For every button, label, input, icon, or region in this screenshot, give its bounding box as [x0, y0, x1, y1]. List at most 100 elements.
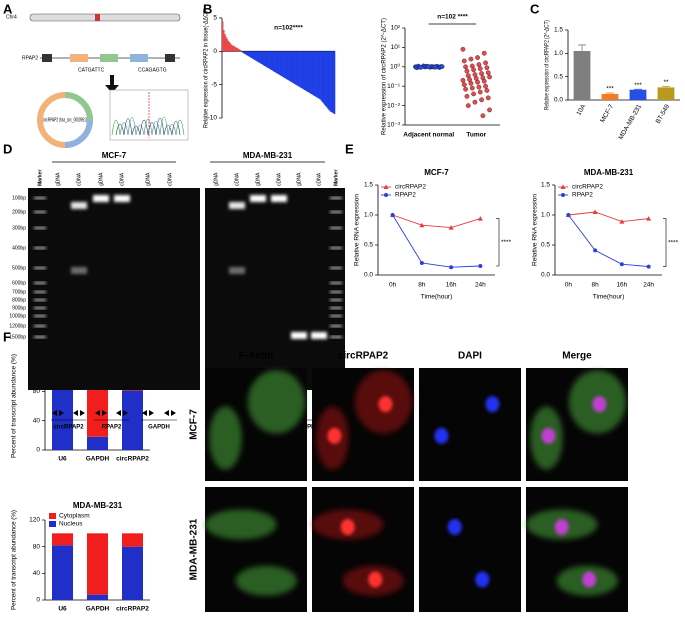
error-bar: [662, 86, 670, 88]
primer-arrow: [142, 410, 147, 416]
bar: [311, 51, 314, 95]
marker: [383, 184, 389, 189]
bar: [281, 51, 284, 77]
bracket: [496, 218, 500, 267]
y-tick-label: 10²: [391, 25, 401, 32]
bar: [288, 51, 290, 81]
primer-arrow: [149, 410, 154, 416]
bar-segment: [87, 533, 108, 595]
y-tick-label: 1.5: [364, 182, 373, 189]
legend-label: Nucleus: [59, 521, 83, 528]
bar: [316, 51, 318, 98]
bar: [321, 51, 324, 102]
ladder-band: [34, 315, 46, 317]
bar: [248, 51, 250, 57]
bar-segment: [122, 390, 143, 450]
y-tick-label: 80: [33, 543, 41, 550]
ladder-band: [34, 267, 46, 269]
data-point: [464, 68, 470, 74]
bar: [330, 51, 332, 112]
bar-segment: [122, 546, 143, 600]
bar: [229, 43, 232, 52]
data-point: [469, 85, 475, 91]
marker: [592, 209, 598, 214]
data-point: [487, 74, 492, 80]
marker: [419, 222, 425, 228]
data-point: [479, 71, 484, 76]
y-tick-label: 0.5: [364, 242, 373, 249]
ladder-label: 500bp: [12, 265, 26, 271]
bar: [317, 51, 319, 98]
error-bar: [578, 44, 586, 51]
data-point: [433, 64, 438, 70]
bar: [230, 44, 233, 52]
nucleus: [592, 396, 607, 413]
x-tick-label: circRPAP2: [116, 606, 149, 613]
marker: [478, 264, 483, 268]
panel-label: C: [530, 1, 540, 16]
primer-arrow: [52, 410, 57, 416]
data-point: [485, 70, 491, 75]
arrow: [105, 75, 119, 93]
column-header: F-Actin: [239, 351, 273, 362]
bar: [307, 51, 309, 92]
bar: [226, 38, 228, 52]
marker: [419, 261, 424, 265]
y-tick-label: 10⁻²: [387, 102, 401, 109]
y-tick-label: 1.0: [541, 212, 550, 219]
legend-swatch: [49, 513, 56, 519]
data-point: [461, 82, 467, 88]
bar: [279, 51, 282, 76]
nucleus: [447, 519, 462, 535]
bar: [222, 21, 224, 52]
data-point: [472, 99, 478, 105]
bar-segment: [87, 376, 108, 437]
primer-arrow: [73, 410, 78, 416]
bar: [297, 51, 299, 86]
bar: [260, 51, 263, 64]
data-point: [472, 72, 478, 77]
bar: [292, 51, 295, 84]
bar: [320, 51, 323, 101]
y-tick-label: 1.5: [554, 27, 563, 34]
nucleus: [475, 571, 490, 588]
y-tick-label: 0.0: [364, 272, 373, 279]
data-point: [418, 64, 424, 70]
data-point: [476, 62, 482, 67]
panel-label: E: [345, 141, 354, 156]
legend-label: circRPAP2: [572, 184, 603, 191]
bar: [247, 51, 249, 56]
primer-arrow: [80, 410, 85, 416]
bar: [328, 51, 330, 110]
ladder-band: [330, 282, 342, 284]
bar: [272, 51, 275, 72]
bar: [300, 51, 303, 88]
bar: [306, 51, 308, 92]
primer-arrow: [102, 410, 107, 416]
bar: [332, 51, 335, 114]
primer-arrow: [95, 410, 100, 416]
x-tick-label: BT-549: [655, 103, 672, 125]
ladder-band: [330, 291, 342, 293]
annotation: ****: [668, 239, 679, 246]
data-point: [461, 58, 467, 64]
ladder-band: [330, 336, 342, 338]
chromosome: [29, 13, 181, 22]
error-bar: [606, 92, 614, 94]
ladder-band: [34, 197, 46, 199]
x-tick-label: 8h: [418, 282, 426, 289]
y-axis-label: Relative expression of circRPAP2 in tiss…: [203, 8, 210, 128]
data-point: [476, 84, 482, 90]
bar: [228, 42, 231, 52]
bar: [289, 51, 291, 82]
column-header: DAPI: [458, 351, 482, 362]
bar: [239, 50, 242, 52]
bar: [312, 51, 315, 96]
chart-title: MDA-MB-231: [73, 501, 123, 510]
x-tick-label: 10A: [575, 103, 587, 117]
exon: [70, 54, 88, 62]
y-tick-label: -5: [211, 81, 217, 88]
bar: [249, 51, 252, 58]
bar: [240, 50, 243, 52]
